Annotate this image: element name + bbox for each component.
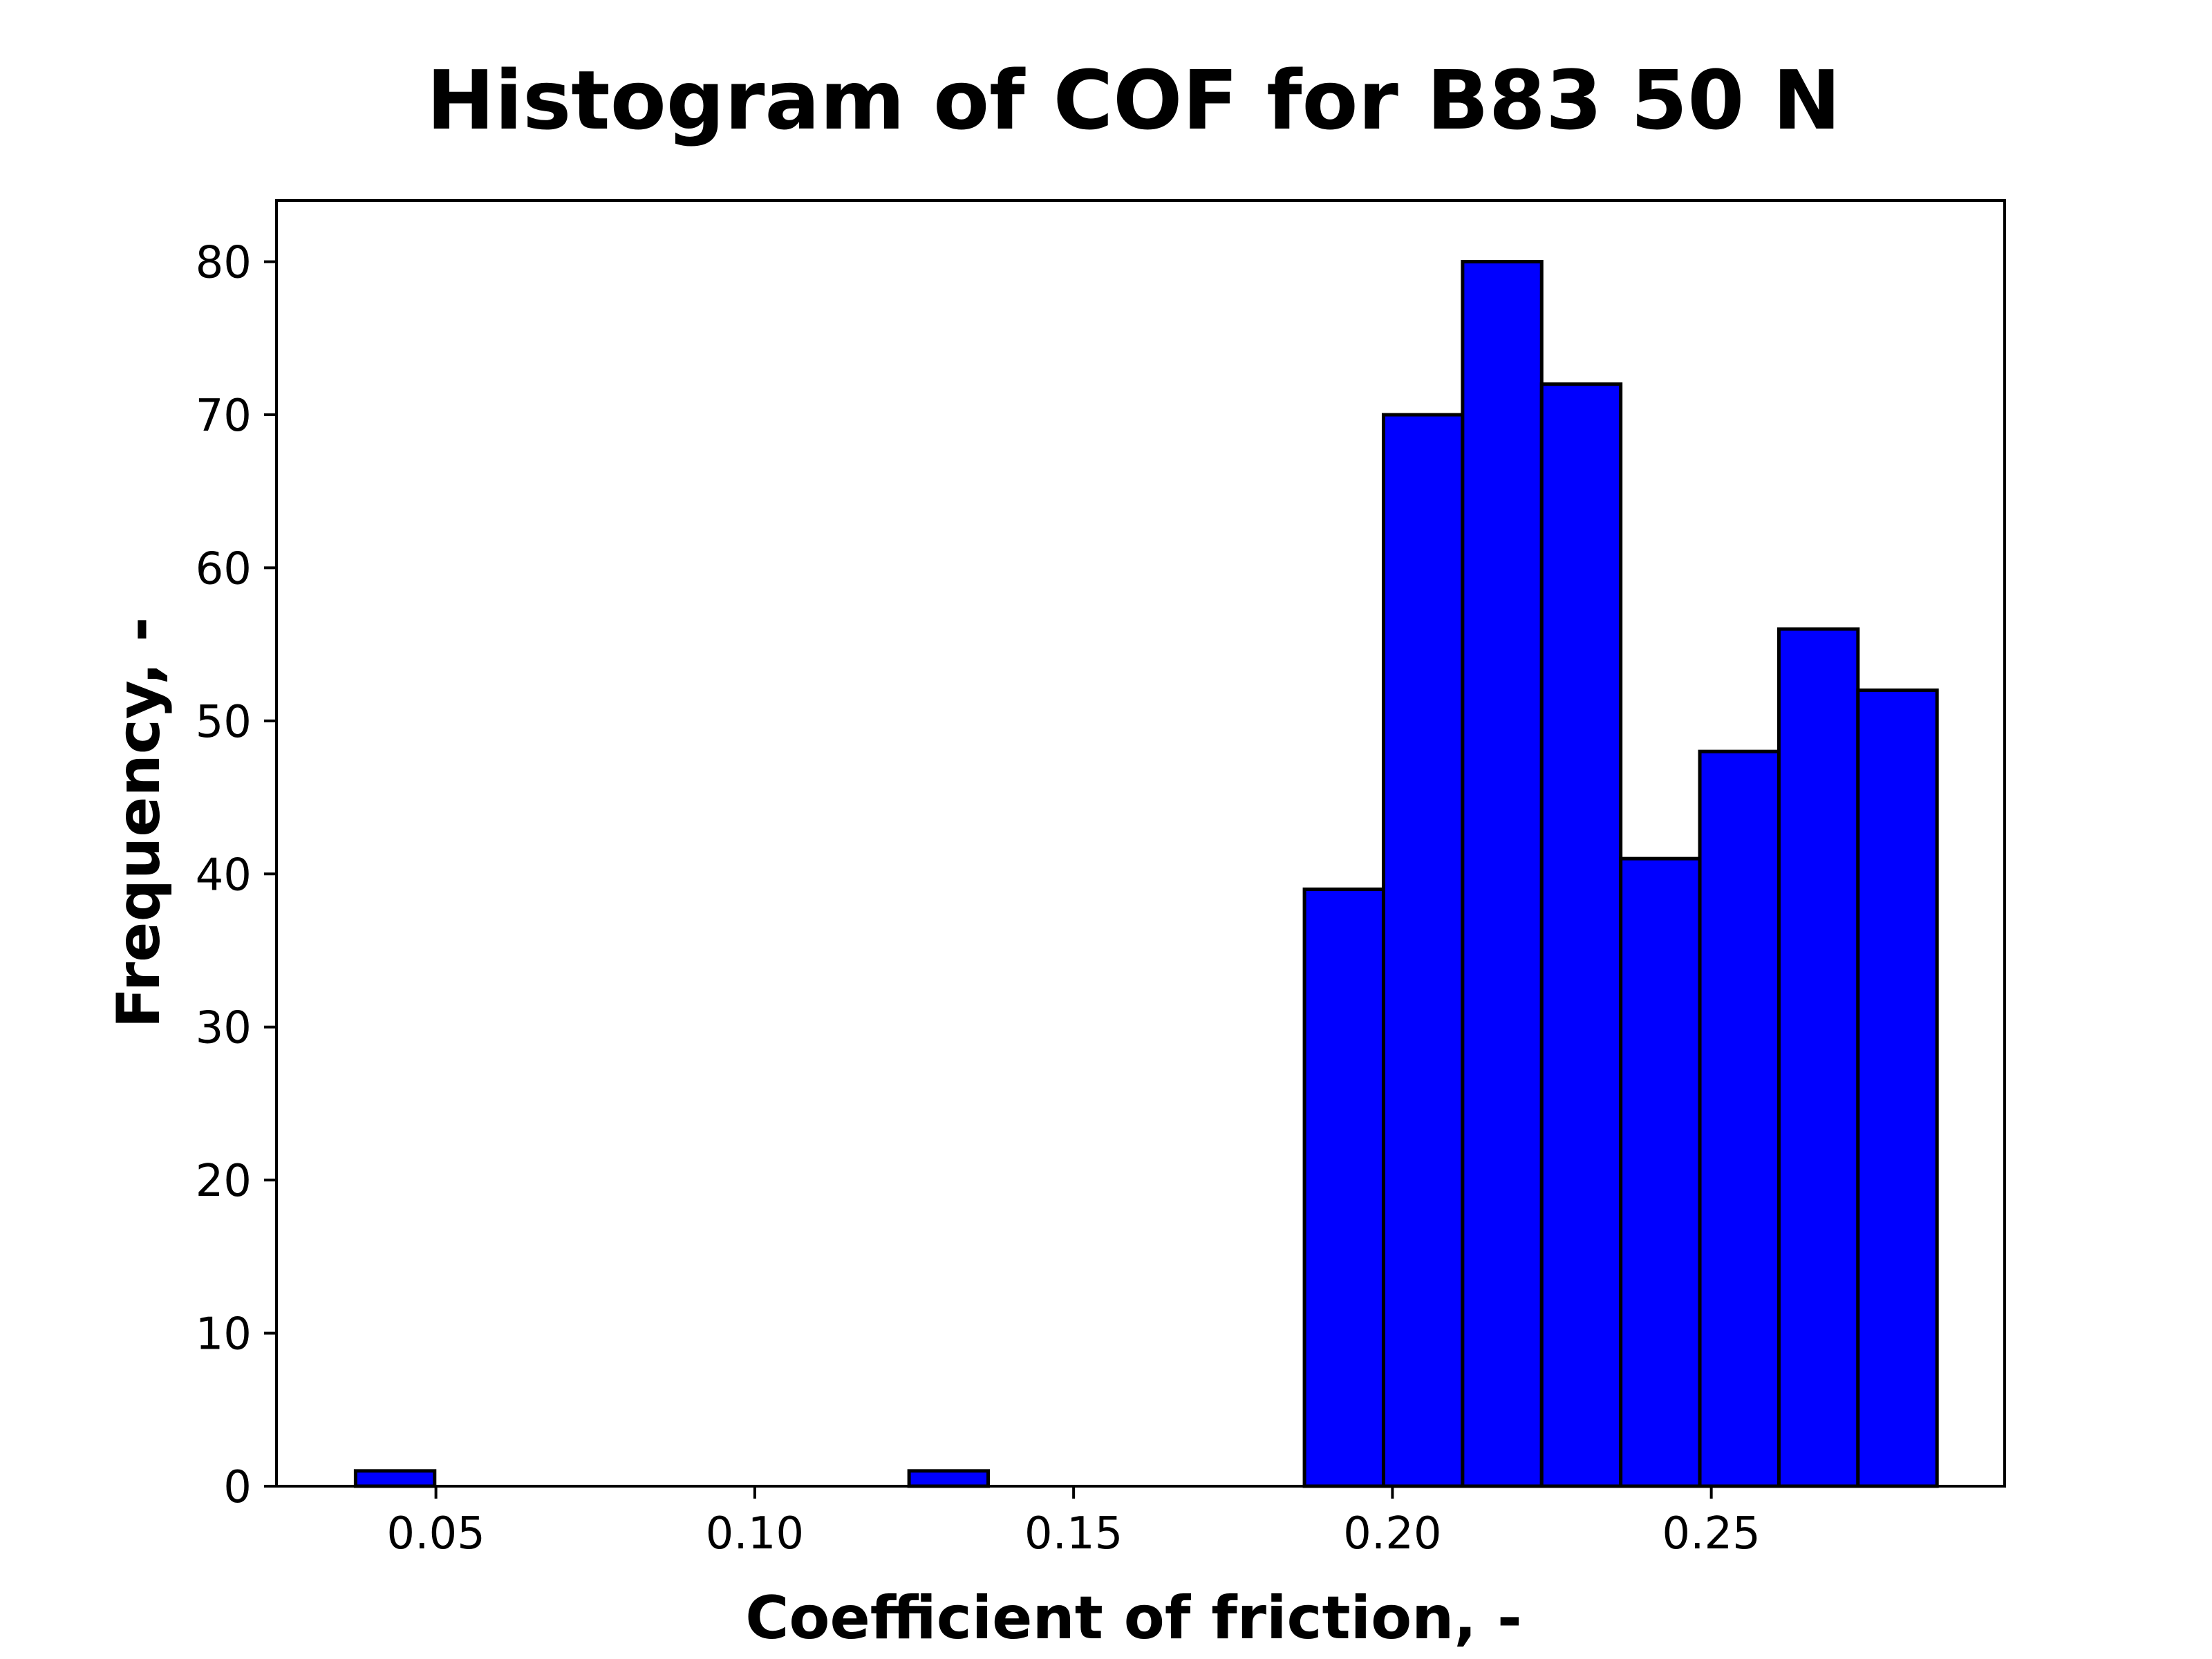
- histogram-bar-7: [907, 1469, 991, 1488]
- y-tick-label: 0: [223, 1462, 252, 1513]
- histogram-bar-12: [1302, 887, 1385, 1488]
- histogram-bar-0: [353, 1469, 437, 1488]
- x-axis-ticks: 0.05 0.10 0.15 0.20 0.25: [386, 1486, 1761, 1559]
- x-tick-label: 0.05: [386, 1508, 485, 1559]
- chart-title: Histogram of COF for B83 50 N: [427, 53, 1841, 148]
- x-tick-label: 0.10: [706, 1508, 805, 1559]
- y-tick-label: 60: [196, 543, 252, 594]
- x-axis-label: Coefficient of friction, -: [745, 1584, 1521, 1653]
- x-tick-label: 0.25: [1662, 1508, 1761, 1559]
- histogram-bar-15: [1539, 382, 1623, 1488]
- y-axis-ticks: 0 10 20 30 40 50 60 70 80: [196, 238, 276, 1513]
- y-tick-label: 50: [196, 697, 252, 748]
- y-tick-label: 40: [196, 850, 252, 901]
- histogram-bar-18: [1777, 627, 1860, 1488]
- plot-frame: [275, 199, 2006, 1488]
- y-tick-label: 20: [196, 1156, 252, 1207]
- histogram-bar-17: [1698, 749, 1781, 1488]
- histogram-bar-16: [1619, 856, 1702, 1488]
- histogram-bar-19: [1856, 688, 1939, 1488]
- y-tick-label: 80: [196, 238, 252, 289]
- bars-group: [353, 260, 1939, 1488]
- y-tick-label: 30: [196, 1003, 252, 1054]
- y-axis-label: Frequency, -: [104, 617, 174, 1029]
- x-tick-label: 0.15: [1024, 1508, 1123, 1559]
- histogram-bar-13: [1381, 413, 1465, 1488]
- y-tick-label: 10: [196, 1309, 252, 1360]
- x-tick-label: 0.20: [1343, 1508, 1442, 1559]
- histogram-bar-14: [1461, 260, 1544, 1488]
- y-tick-label: 70: [196, 391, 252, 442]
